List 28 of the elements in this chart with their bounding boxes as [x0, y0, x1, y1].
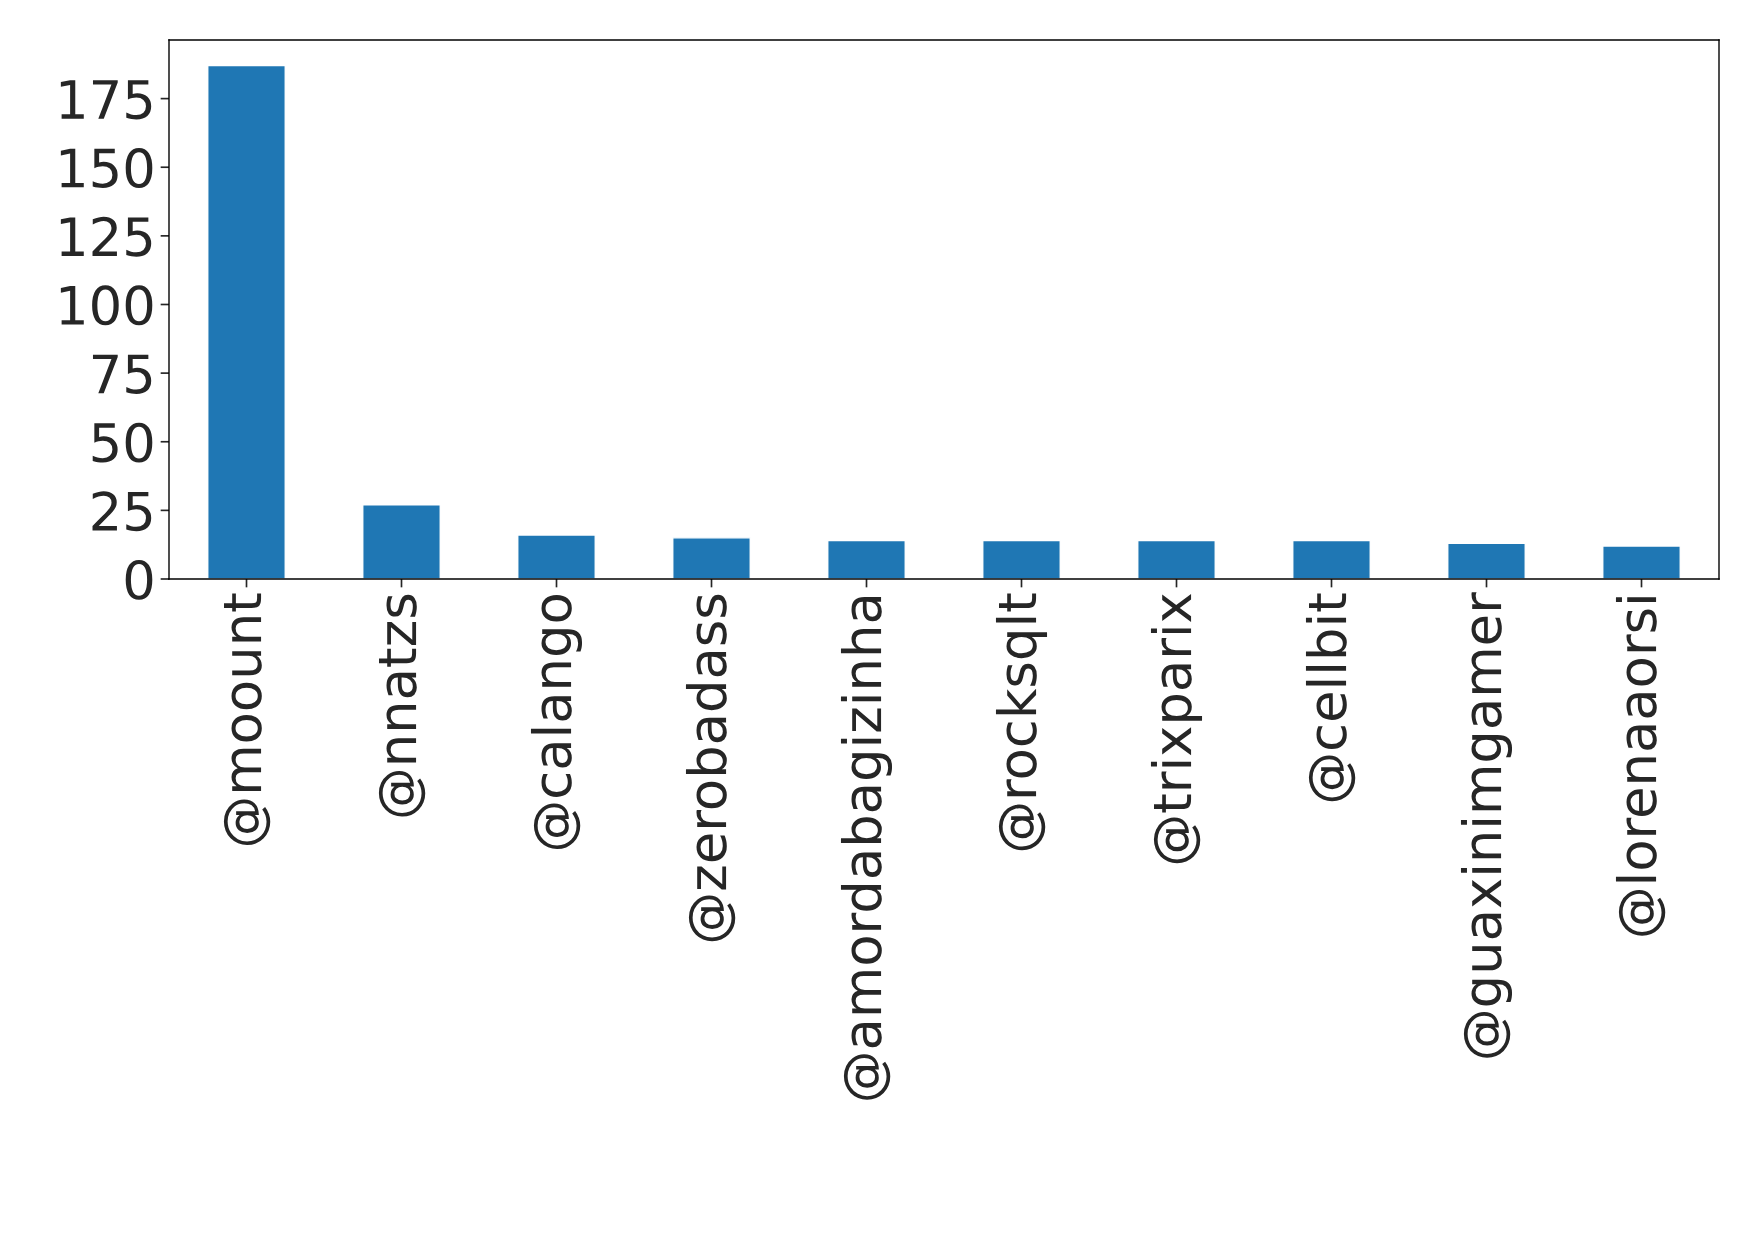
x-tick-label: @trixparix: [1150, 593, 1203, 864]
bar: [672, 537, 751, 579]
y-tick-label: 75: [92, 354, 152, 394]
x-tick-label: @guaxinimgamer: [1460, 592, 1513, 1058]
bar: [1602, 545, 1681, 579]
x-tick-label: @moount: [223, 593, 271, 846]
x-tick-label: @rocksqlt: [995, 593, 1048, 851]
bar: [207, 64, 286, 579]
bar: [1447, 542, 1526, 579]
x-tick-label: @zerobadass: [685, 594, 736, 942]
y-tick-label: 125: [60, 216, 152, 257]
bar: [1137, 539, 1216, 579]
bar: [517, 534, 596, 579]
x-tick-label: @nnatzs: [378, 594, 426, 817]
x-tick-label: @amordabagizinha: [840, 596, 893, 1100]
y-tick-label: 100: [60, 285, 153, 326]
x-tick-label: @cellbit: [1305, 593, 1356, 802]
bar: [1292, 539, 1371, 579]
y-tick-label: 0: [125, 559, 153, 600]
bar: [827, 539, 906, 579]
bar: [982, 539, 1061, 579]
x-tick-label: @lorenaaorsi: [1615, 597, 1666, 936]
y-tick-label: 25: [92, 491, 152, 532]
x-tick-label: @calango: [530, 595, 583, 850]
y-tick-label: 150: [60, 148, 153, 189]
y-tick-label: 50: [92, 422, 153, 463]
y-tick-label: 175: [60, 80, 152, 120]
bar: [362, 504, 441, 579]
